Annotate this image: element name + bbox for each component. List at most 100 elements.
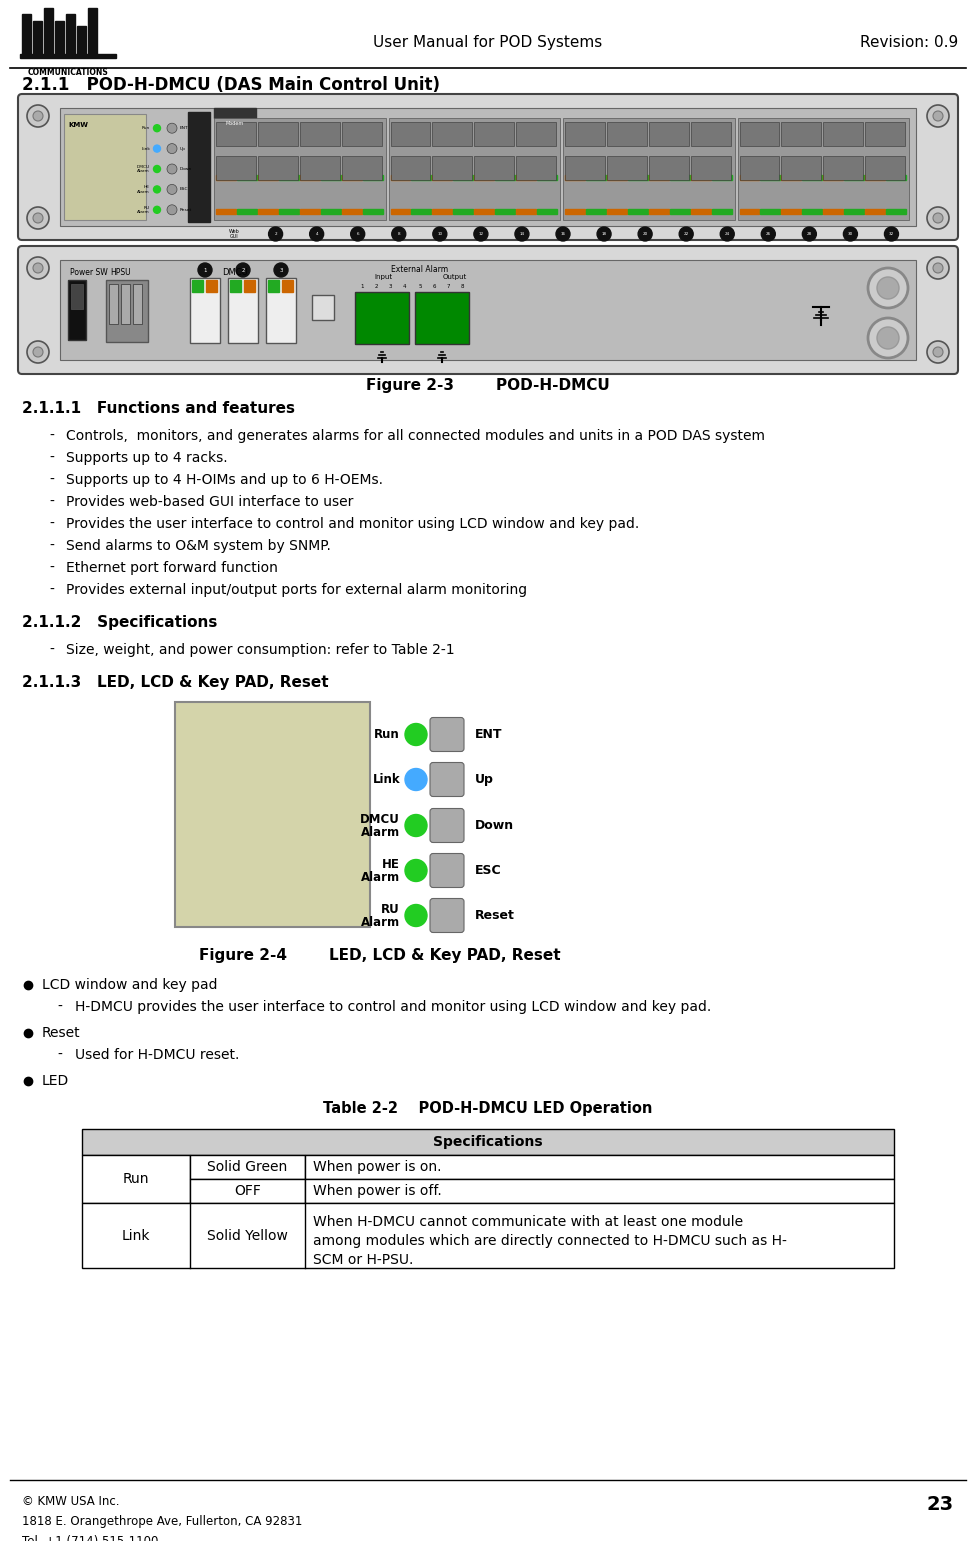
Bar	[740, 122, 780, 146]
Text: Input: Input	[374, 274, 392, 280]
Text: Link: Link	[373, 774, 400, 786]
Bar	[865, 176, 885, 180]
Text: 24: 24	[724, 233, 730, 236]
Bar	[516, 122, 556, 146]
Bar	[607, 210, 627, 214]
Text: DMCU: DMCU	[360, 814, 400, 826]
Bar	[82, 1156, 190, 1204]
Circle shape	[33, 347, 43, 358]
Bar	[279, 176, 299, 180]
Bar	[738, 119, 909, 220]
Text: Up: Up	[180, 146, 185, 151]
FancyBboxPatch shape	[18, 94, 958, 240]
Circle shape	[153, 186, 160, 193]
Bar	[216, 122, 256, 146]
Text: When power is on.: When power is on.	[313, 1160, 441, 1174]
Bar	[321, 176, 341, 180]
Circle shape	[933, 213, 943, 223]
Text: Solid Green: Solid Green	[207, 1160, 288, 1174]
Bar	[362, 210, 383, 214]
Circle shape	[27, 206, 49, 230]
Text: 23: 23	[927, 1495, 954, 1513]
Bar	[740, 156, 780, 180]
Text: Used for H-DMCU reset.: Used for H-DMCU reset.	[75, 1048, 239, 1062]
Bar	[865, 122, 905, 146]
Text: HPSU: HPSU	[110, 268, 131, 277]
Text: -: -	[58, 1048, 62, 1062]
Circle shape	[515, 227, 529, 240]
Circle shape	[933, 347, 943, 358]
Circle shape	[927, 105, 949, 126]
Bar	[607, 156, 647, 180]
Bar	[823, 156, 863, 180]
Bar	[607, 176, 627, 180]
Text: Specifications: Specifications	[433, 1136, 543, 1150]
Bar	[82, 1204, 894, 1268]
Circle shape	[405, 815, 427, 837]
Bar	[214, 108, 256, 119]
Bar	[355, 291, 409, 344]
Bar	[782, 156, 821, 180]
Text: 2.1.1.1   Functions and features: 2.1.1.1 Functions and features	[22, 401, 295, 416]
Bar	[495, 176, 515, 180]
Text: Revision: 0.9: Revision: 0.9	[860, 34, 958, 49]
Text: Figure 2-3        POD-H-DMCU: Figure 2-3 POD-H-DMCU	[366, 378, 610, 393]
Text: Up: Up	[475, 774, 494, 786]
Bar	[415, 291, 469, 344]
Text: -: -	[50, 428, 55, 442]
Circle shape	[927, 206, 949, 230]
Text: 16: 16	[560, 233, 565, 236]
Circle shape	[474, 227, 488, 240]
Bar	[823, 176, 843, 180]
Bar	[228, 277, 258, 344]
Text: Down: Down	[475, 818, 514, 832]
Bar	[279, 210, 299, 214]
Bar	[712, 210, 731, 214]
Circle shape	[153, 165, 160, 173]
Bar	[691, 176, 711, 180]
Bar	[628, 176, 648, 180]
Text: Reset: Reset	[475, 909, 515, 922]
FancyBboxPatch shape	[18, 247, 958, 374]
Bar	[474, 176, 494, 180]
Bar	[495, 210, 515, 214]
Bar	[60, 108, 916, 227]
Bar	[121, 284, 130, 324]
Bar	[390, 176, 411, 180]
Circle shape	[679, 227, 693, 240]
Bar	[432, 176, 452, 180]
Bar	[474, 122, 514, 146]
Circle shape	[877, 327, 899, 348]
Bar	[237, 210, 257, 214]
Text: 3: 3	[279, 268, 283, 273]
Bar	[453, 210, 473, 214]
Text: 2: 2	[274, 233, 277, 236]
Bar	[390, 122, 430, 146]
Bar	[844, 176, 864, 180]
Text: RU
Alarm: RU Alarm	[138, 205, 150, 214]
Bar	[68, 280, 86, 341]
Text: 1: 1	[203, 268, 207, 273]
Text: 6: 6	[356, 233, 359, 236]
Bar	[474, 210, 494, 214]
Bar	[670, 176, 690, 180]
Text: Send alarms to O&M system by SNMP.: Send alarms to O&M system by SNMP.	[66, 539, 331, 553]
Text: External Alarm: External Alarm	[391, 265, 449, 274]
Circle shape	[877, 277, 899, 299]
Circle shape	[27, 257, 49, 279]
Bar	[109, 284, 118, 324]
Circle shape	[350, 227, 365, 240]
Circle shape	[309, 227, 324, 240]
Bar	[802, 176, 822, 180]
Bar	[670, 210, 690, 214]
Bar	[300, 210, 320, 214]
Bar	[266, 277, 296, 344]
Bar	[691, 210, 711, 214]
Bar	[453, 176, 473, 180]
Bar	[175, 703, 370, 928]
Text: 7: 7	[446, 284, 450, 290]
Bar	[474, 156, 514, 180]
Bar	[190, 1179, 305, 1204]
Bar	[586, 176, 606, 180]
Bar	[760, 176, 781, 180]
